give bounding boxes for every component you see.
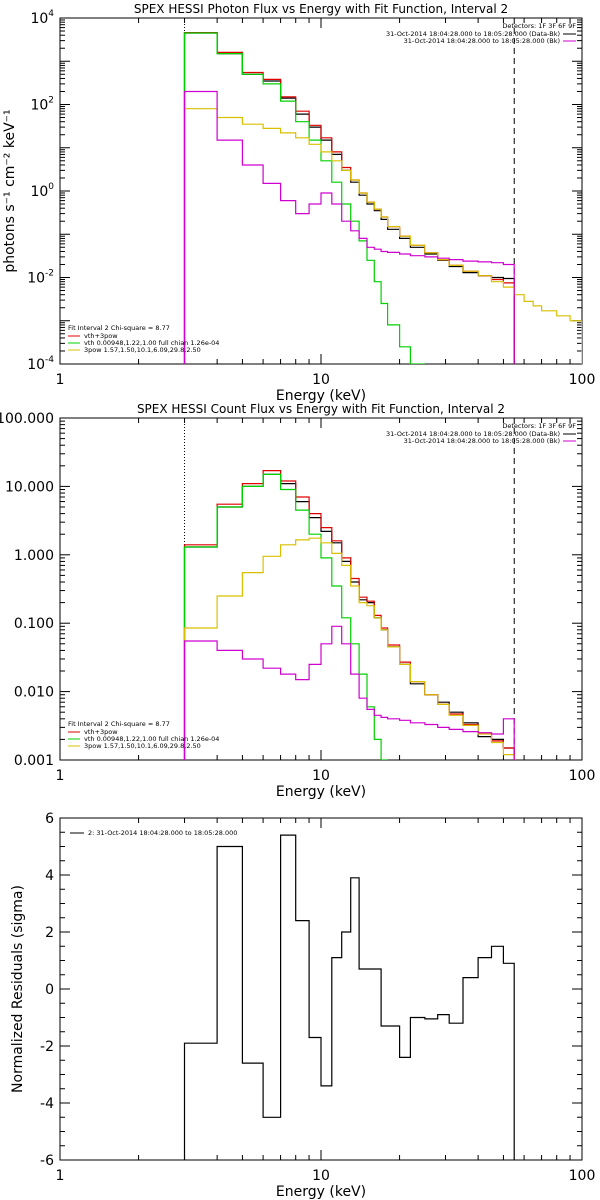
y-tick-label: 10-2 — [27, 269, 54, 287]
x-tick-label: 10 — [312, 1168, 330, 1184]
series-vth-3pow — [185, 471, 515, 760]
x-tick-label: 1 — [56, 1168, 65, 1184]
series-residuals — [185, 835, 515, 1160]
x-tick-label: 10 — [312, 768, 330, 784]
y-tick-label: 0 — [45, 982, 54, 998]
x-axis-label: Energy (keV) — [276, 784, 366, 800]
spex-figure: SPEX HESSI Photon Flux vs Energy with Fi… — [0, 0, 600, 1200]
y-tick-label: -4 — [40, 1096, 54, 1112]
y-tick-label: -6 — [40, 1153, 54, 1169]
series-background — [185, 626, 515, 760]
y-axis-label: Normalized Residuals (sigma) — [10, 885, 26, 1093]
y-tick-label: 2 — [45, 925, 54, 941]
legend-entry: 31-Oct-2014 18:04:28.000 to 18:05:28.000… — [404, 37, 560, 45]
y-axis-label: photons s⁻¹ cm⁻² keV⁻¹ — [2, 109, 18, 272]
y-tick-label: 100 — [30, 182, 54, 200]
series-3pow — [185, 109, 583, 364]
plot-frame — [60, 818, 582, 1160]
series-vth — [185, 33, 425, 364]
y-tick-label: 0.001 — [14, 753, 54, 769]
x-tick-label: 100 — [569, 768, 596, 784]
panel-3: 1 10 100 Energy (keV) -6 -4 -2 0 2 4 6 Normalized R… — [10, 811, 595, 1200]
plot-frame — [60, 18, 582, 364]
legend-detectors: Detectors: 1F 3F 6F 9F — [502, 22, 576, 30]
series-background — [185, 92, 515, 365]
series-3pow — [185, 538, 515, 760]
y-tick-label: 0.100 — [14, 616, 54, 632]
plot-frame — [60, 418, 582, 760]
x-tick-label: 100 — [569, 372, 596, 388]
x-axis-label: Energy (keV) — [276, 1184, 366, 1200]
fit-legend-entry: 3pow 1.57,1.50,10.1,6.09,29.8,2.50 — [84, 346, 201, 354]
y-tick-label: 10.000 — [5, 479, 54, 495]
legend-entry: 31-Oct-2014 18:04:28.000 to 18:05:28.000… — [404, 437, 560, 445]
legend-detectors: Detectors: 1F 3F 6F 9F — [502, 422, 576, 430]
y-tick-label: -2 — [40, 1039, 54, 1055]
chart-title: SPEX HESSI Photon Flux vs Energy with Fi… — [134, 2, 508, 16]
y-tick-label: 10-4 — [27, 355, 54, 373]
x-tick-label: 1 — [56, 372, 65, 388]
chart-title: SPEX HESSI Count Flux vs Energy with Fit… — [137, 402, 505, 416]
x-tick-label: 1 — [56, 768, 65, 784]
y-tick-label: 102 — [30, 96, 54, 114]
panel-2: SPEX HESSI Count Flux vs Energy with Fit… — [0, 402, 595, 800]
fit-legend-header: Fit Interval 2 Chi-square = 8.77 — [68, 720, 170, 728]
series-vth — [185, 474, 388, 760]
x-tick-label: 100 — [569, 1168, 596, 1184]
panel-1: SPEX HESSI Photon Flux vs Energy with Fi… — [2, 2, 595, 404]
legend-entry: 2: 31-Oct-2014 18:04:28.000 to 18:05:28.… — [88, 829, 237, 837]
y-tick-label: 104 — [30, 9, 54, 27]
y-tick-label: 4 — [45, 868, 54, 884]
series-data — [185, 33, 515, 364]
y-tick-label: 100.000 — [0, 411, 54, 427]
fit-legend-entry: 3pow 1.57,1.50,10.1,6.09,29.8,2.50 — [84, 742, 201, 750]
x-tick-label: 10 — [312, 372, 330, 388]
y-tick-label: 0.010 — [14, 685, 54, 701]
y-tick-label: 6 — [45, 811, 54, 827]
series-vth-3pow — [185, 33, 515, 364]
y-tick-label: 1.000 — [14, 548, 54, 564]
fit-legend-header: Fit Interval 2 Chi-square = 8.77 — [68, 324, 170, 332]
